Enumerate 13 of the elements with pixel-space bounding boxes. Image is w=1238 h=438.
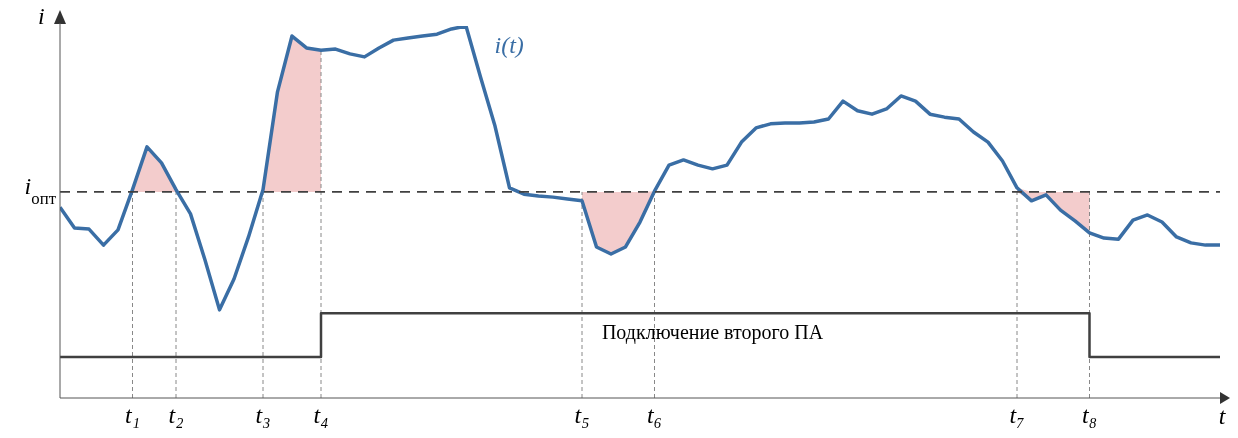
x-axis-title: t — [1218, 403, 1227, 429]
y-axis-title: i — [38, 3, 45, 29]
x-tick-label: t₆ — [646, 402, 663, 429]
x-tick-label: t₄ — [313, 402, 329, 429]
x-tick-label: t₇ — [1009, 402, 1025, 429]
ref-line-label: i$_{опт}$ — [24, 172, 57, 208]
x-tick-label: t₂ — [168, 402, 184, 429]
x-tick-label: t₅ — [574, 402, 590, 429]
x-tick-label: t₁ — [124, 402, 141, 429]
x-tick-label: t₃ — [255, 402, 271, 429]
series-label: i(t) — [494, 32, 524, 59]
x-tick-label: t₈ — [1081, 402, 1098, 429]
series-label: Подключение второго ПА — [601, 321, 824, 345]
